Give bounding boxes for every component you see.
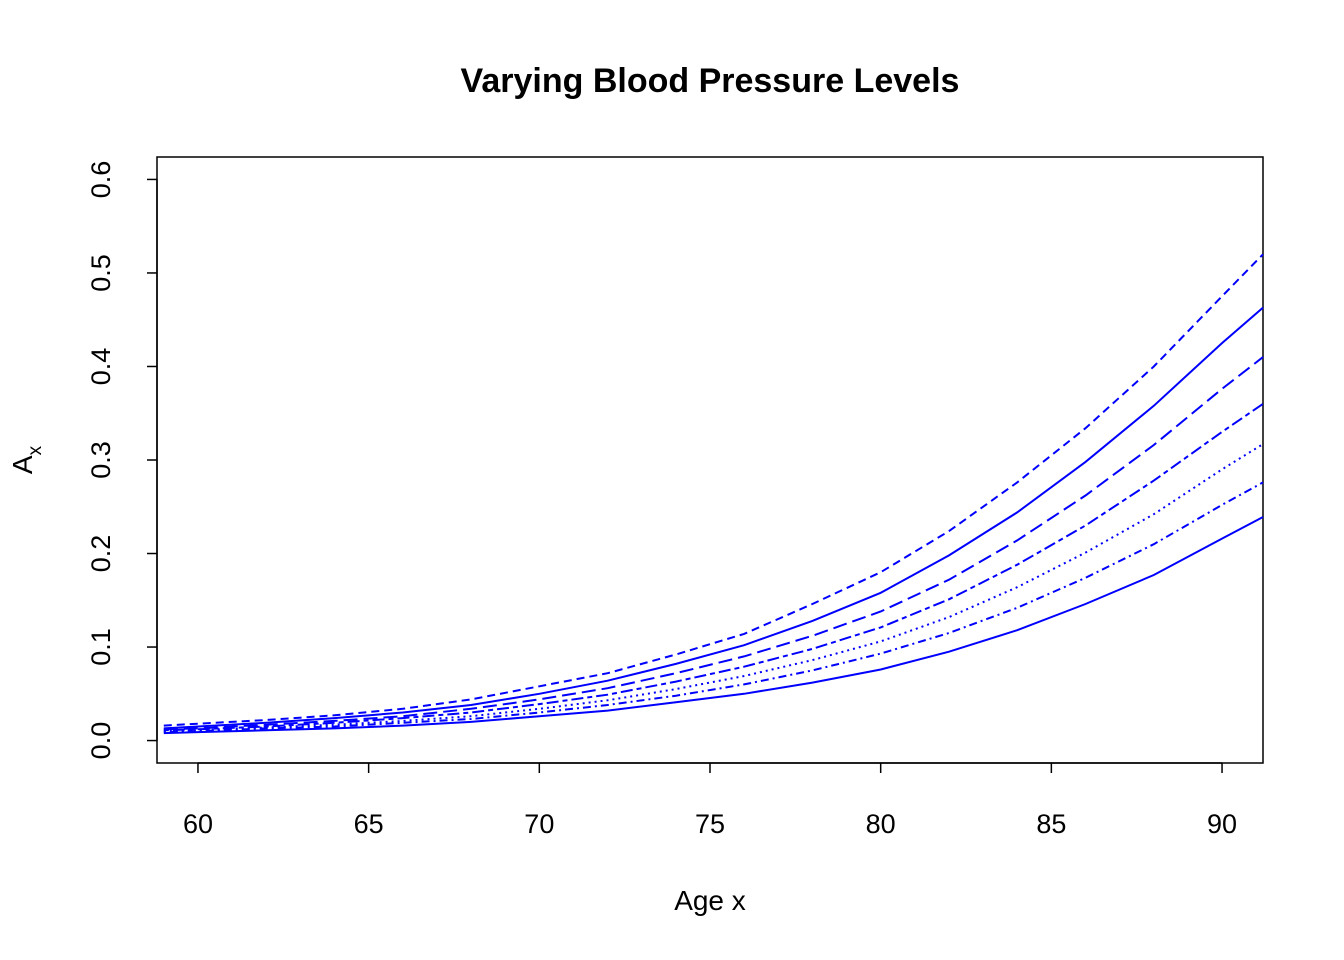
x-tick-label: 60 (183, 809, 213, 839)
y-tick-label: 0.5 (86, 254, 116, 292)
x-tick-label: 65 (354, 809, 384, 839)
series-line-4 (163, 403, 1264, 732)
y-tick-label: 0.0 (86, 722, 116, 760)
x-tick-label: 85 (1036, 809, 1066, 839)
y-axis: 0.0 0.1 0.2 0.3 0.4 0.5 0.6 (86, 161, 158, 760)
plot-frame (156, 156, 1264, 764)
series-line-3 (163, 356, 1264, 731)
x-axis: 60 65 70 75 80 85 90 (183, 762, 1237, 839)
x-tick-label: 80 (866, 809, 896, 839)
series-layer (163, 253, 1264, 735)
x-tick-label: 90 (1207, 809, 1237, 839)
chart-title: Varying Blood Pressure Levels (461, 62, 960, 100)
y-axis-label: Ax (7, 445, 46, 474)
y-axis-label-subscript: x (25, 445, 46, 455)
y-tick-label: 0.6 (86, 161, 116, 199)
plot-area (156, 156, 1264, 764)
y-tick-label: 0.3 (86, 441, 116, 479)
y-tick-label: 0.2 (86, 535, 116, 573)
y-tick-label: 0.4 (86, 348, 116, 386)
x-axis-label: Age x (674, 885, 746, 916)
y-axis-label-main: A (7, 455, 38, 474)
series-line-5 (163, 443, 1264, 733)
series-line-7 (163, 516, 1264, 735)
series-line-2 (163, 306, 1264, 730)
y-tick-label: 0.1 (86, 628, 116, 666)
x-tick-label: 70 (524, 809, 554, 839)
series-line-1 (163, 253, 1264, 727)
series-line-6 (163, 481, 1264, 734)
x-tick-label: 75 (695, 809, 725, 839)
